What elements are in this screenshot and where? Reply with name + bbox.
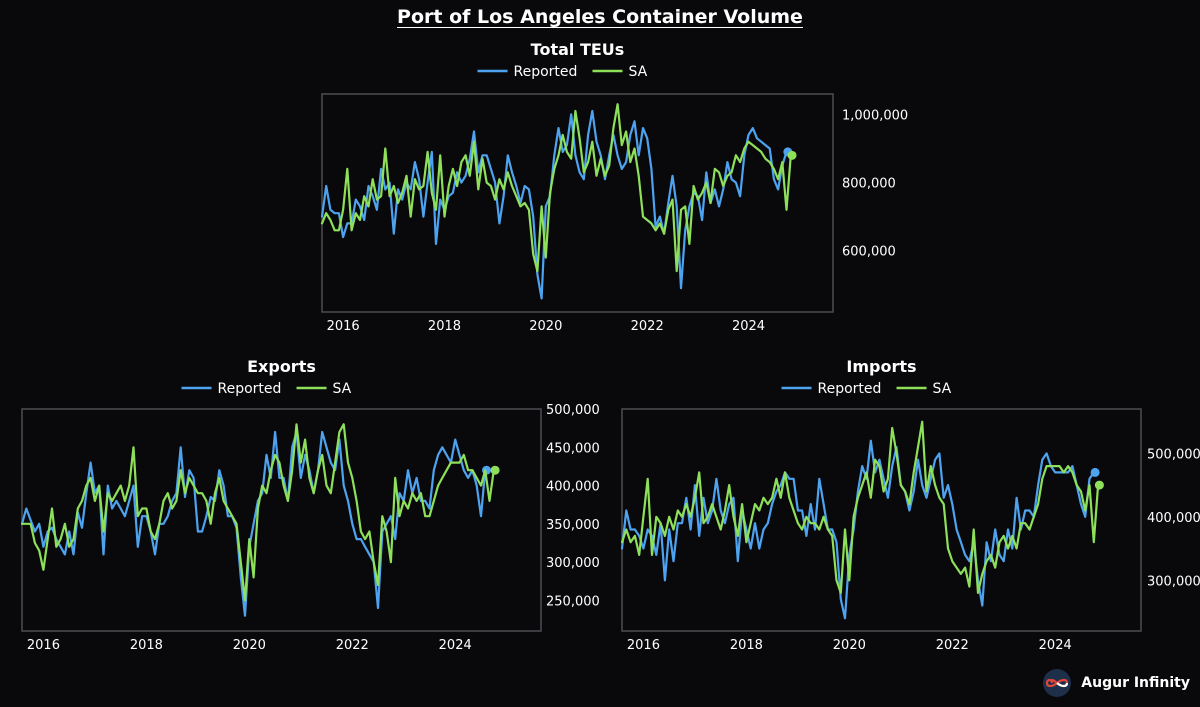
legend-label-reported: Reported <box>218 381 282 397</box>
y-tick-label: 500,000 <box>546 403 600 418</box>
legend-label-sa: SA <box>933 381 952 397</box>
y-tick-label: 1,000,000 <box>842 108 908 123</box>
y-tick-label: 250,000 <box>546 594 600 609</box>
x-tick-label: 2016 <box>27 638 60 653</box>
x-tick-label: 2022 <box>336 638 369 653</box>
series-line-sa <box>20 423 495 602</box>
series-endpoint-sa <box>1094 480 1104 490</box>
x-tick-label: 2024 <box>732 319 765 334</box>
series-endpoint-reported <box>1090 467 1100 477</box>
x-tick-label: 2024 <box>1039 638 1072 653</box>
infinity-logo-icon <box>1043 669 1072 697</box>
x-tick-label: 2022 <box>936 638 969 653</box>
series-endpoint-sa <box>490 465 500 475</box>
legend-label-reported: Reported <box>514 64 578 80</box>
x-tick-label: 2018 <box>428 319 461 334</box>
chart-title: Total TEUs <box>531 40 625 59</box>
y-tick-label: 500,000 <box>1147 447 1200 462</box>
y-tick-label: 300,000 <box>546 556 600 571</box>
x-tick-label: 2018 <box>730 638 763 653</box>
y-tick-label: 450,000 <box>546 441 600 456</box>
x-tick-label: 2016 <box>327 319 360 334</box>
legend-label-reported: Reported <box>818 381 882 397</box>
x-tick-label: 2022 <box>631 319 664 334</box>
series-line-sa <box>620 420 1100 595</box>
x-tick-label: 2020 <box>833 638 866 653</box>
brand-footer: Augur Infinity <box>1043 669 1190 697</box>
series-line-reported <box>620 439 1095 620</box>
chart-title: Imports <box>846 357 916 376</box>
legend-label-sa: SA <box>333 381 352 397</box>
y-tick-label: 350,000 <box>546 518 600 533</box>
brand-name: Augur Infinity <box>1081 675 1190 691</box>
page-title: Port of Los Angeles Container Volume <box>397 6 803 28</box>
x-tick-label: 2020 <box>529 319 562 334</box>
series-line-sa <box>320 103 792 273</box>
x-tick-label: 2016 <box>627 638 660 653</box>
y-tick-label: 600,000 <box>842 245 896 260</box>
plot-frame <box>321 93 834 313</box>
y-tick-label: 400,000 <box>546 480 600 495</box>
x-tick-label: 2020 <box>233 638 266 653</box>
y-tick-label: 300,000 <box>1147 574 1200 589</box>
legend-label-sa: SA <box>629 64 648 80</box>
y-tick-label: 400,000 <box>1147 511 1200 526</box>
series-endpoint-sa <box>787 150 797 160</box>
plot-frame <box>621 408 1142 632</box>
x-tick-label: 2024 <box>439 638 472 653</box>
chart-title: Exports <box>247 357 316 376</box>
y-tick-label: 800,000 <box>842 177 896 192</box>
x-tick-label: 2018 <box>130 638 163 653</box>
